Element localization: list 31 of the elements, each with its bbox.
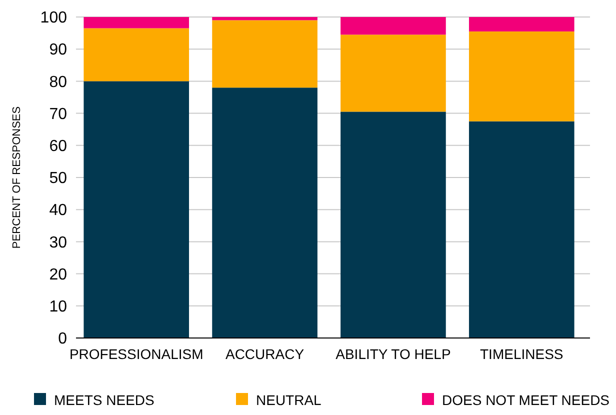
y-tick-label: 100	[40, 10, 68, 27]
legend-label: MEETS NEEDS	[54, 392, 154, 408]
bar	[84, 17, 190, 28]
y-tick-label: 70	[49, 106, 68, 123]
y-tick-label: 60	[49, 138, 68, 155]
bar	[468, 121, 574, 338]
bar	[340, 34, 446, 112]
bar	[84, 81, 190, 338]
y-tick-label: 20	[49, 266, 68, 284]
bar	[468, 17, 574, 32]
bar	[212, 17, 318, 20]
x-tick-label: TIMELINESS	[480, 346, 564, 362]
x-tick-label: PROFESSIONALISM	[69, 346, 204, 362]
bar	[212, 20, 318, 88]
y-tick-label: 0	[58, 330, 68, 348]
bar	[340, 112, 446, 338]
x-tick-label: ABILITY TO HELP	[336, 346, 451, 362]
y-tick-label: 90	[49, 42, 68, 59]
bar	[212, 88, 318, 338]
y-tick-label: 50	[49, 170, 68, 188]
y-tick-label: 40	[49, 202, 68, 220]
bar	[84, 28, 190, 82]
legend-label: NEUTRAL	[256, 392, 322, 408]
y-tick-label: 30	[49, 234, 68, 252]
legend-label: DOES NOT MEET NEEDS	[442, 392, 610, 408]
y-tick-label: 80	[49, 74, 68, 91]
bar	[468, 31, 574, 122]
bar	[340, 17, 446, 35]
x-tick-label: ACCURACY	[226, 346, 305, 362]
y-axis-title: PERCENT OF RESPONSES	[11, 106, 23, 249]
y-tick-label: 10	[49, 298, 68, 316]
